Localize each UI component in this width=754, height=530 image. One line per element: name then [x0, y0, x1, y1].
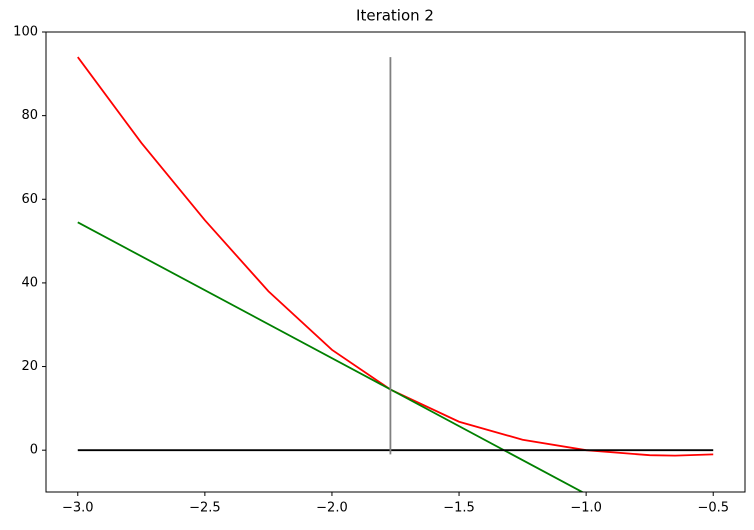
- line-series: [77, 56, 714, 457]
- chart-title: Iteration 2: [356, 7, 434, 25]
- x-tick-label: −1.0: [570, 501, 602, 516]
- y-tick-label: 40: [21, 275, 38, 290]
- x-tick-label: −0.5: [697, 501, 729, 516]
- y-tick-label: 20: [21, 359, 38, 374]
- x-tick-label: −1.5: [443, 501, 475, 516]
- x-tick-label: −2.0: [316, 501, 348, 516]
- y-tick-label: 60: [21, 192, 38, 207]
- y-tick-label: 0: [30, 443, 38, 458]
- x-tick-label: −2.5: [189, 501, 221, 516]
- plot-area: [77, 56, 714, 492]
- line-series: [77, 221, 585, 492]
- axes-frame: [45, 31, 746, 493]
- y-tick-label: 100: [13, 25, 38, 40]
- x-tick-label: −3.0: [62, 501, 94, 516]
- y-tick-label: 80: [21, 108, 38, 123]
